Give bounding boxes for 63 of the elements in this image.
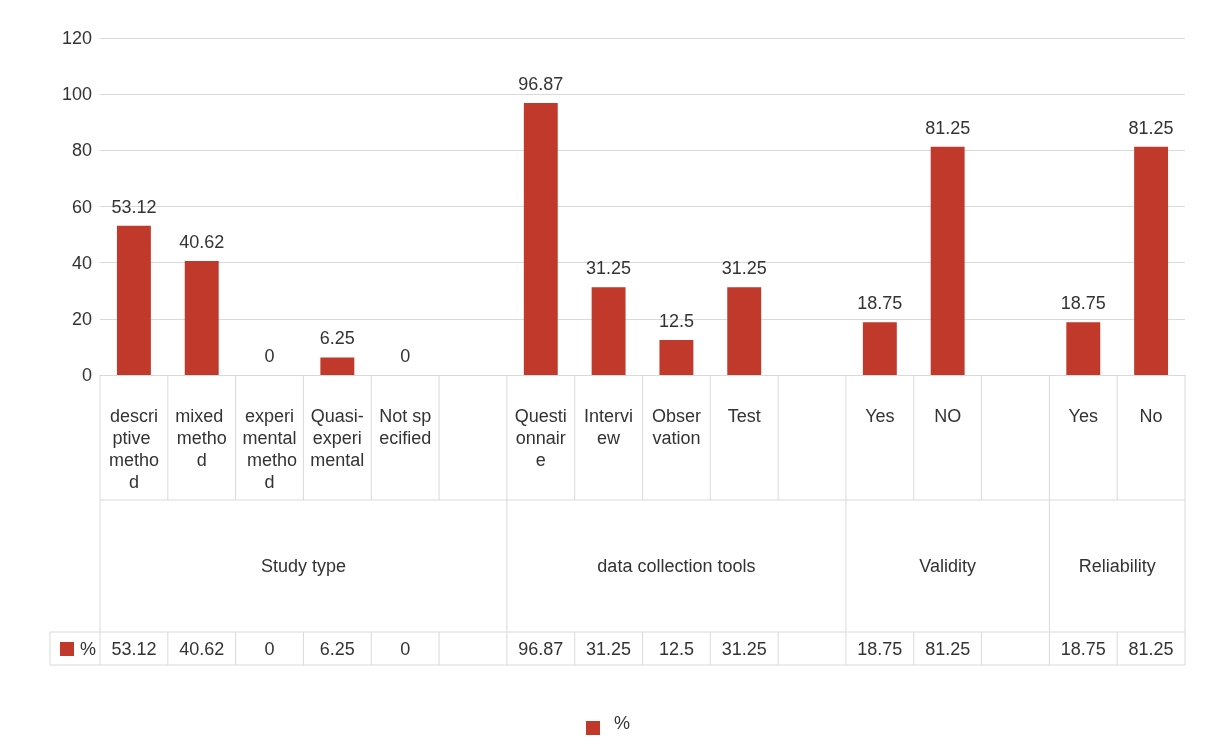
bar xyxy=(862,322,897,375)
data-label: 12.5 xyxy=(658,638,694,659)
y-tick-label: 60 xyxy=(71,196,92,217)
data-label: 6.25 xyxy=(319,638,355,659)
y-tick-label: 40 xyxy=(71,252,92,273)
text: 12.5 xyxy=(658,310,694,331)
x-tick-label: No xyxy=(1139,406,1163,426)
text: Study type xyxy=(260,556,346,576)
bar xyxy=(591,287,626,375)
text: 18.75 xyxy=(1060,293,1106,314)
bar xyxy=(930,146,965,375)
bar xyxy=(184,260,219,375)
text: % xyxy=(614,713,631,733)
data-label: 96.87 xyxy=(518,638,564,659)
x-tick-label: Test xyxy=(727,406,761,426)
bar xyxy=(523,102,558,375)
y-tick-label: 120 xyxy=(61,28,92,48)
x-tick-label: Quasi-experimental xyxy=(310,406,365,470)
text: 96.87 xyxy=(518,73,564,94)
bar xyxy=(320,357,355,375)
data-label: 0 xyxy=(264,638,275,659)
text: Reliability xyxy=(1078,556,1156,576)
x-tick-label: Yes xyxy=(865,406,895,426)
data-label: 31.25 xyxy=(586,638,632,659)
text: 31.25 xyxy=(586,258,632,279)
bar xyxy=(727,287,762,375)
bar xyxy=(659,339,694,375)
data-label: 81.25 xyxy=(925,638,971,659)
data-label: 31.25 xyxy=(721,638,767,659)
x-tick-label: Not specified xyxy=(379,406,432,448)
y-tick-label: 0 xyxy=(81,365,92,385)
x-tick-label: Observation xyxy=(651,406,701,448)
bar xyxy=(1134,146,1169,375)
y-tick-label: 20 xyxy=(71,308,92,329)
y-tick-label: 80 xyxy=(71,140,92,161)
text: data collection tools xyxy=(597,556,756,576)
data-label: 0 xyxy=(400,638,411,659)
text: Validity xyxy=(919,556,977,576)
y-tick-label: 100 xyxy=(61,84,92,105)
data-label: 40.62 xyxy=(179,638,225,659)
data-label: 53.12 xyxy=(111,638,157,659)
text: 0 xyxy=(264,346,275,366)
legend-label: % xyxy=(80,638,97,659)
text: 81.25 xyxy=(925,117,971,138)
bar xyxy=(1066,322,1101,375)
text: 81.25 xyxy=(1128,117,1174,138)
text: 6.25 xyxy=(319,328,355,349)
x-tick-label: NO xyxy=(934,406,962,426)
data-label: 18.75 xyxy=(857,638,903,659)
x-tick-label: Yes xyxy=(1068,406,1098,426)
bar xyxy=(116,225,151,375)
x-tick-label: experimental method xyxy=(242,406,298,492)
x-tick-label: Interview xyxy=(584,406,634,448)
text: 0 xyxy=(400,346,411,366)
text: 53.12 xyxy=(111,196,157,217)
text: 18.75 xyxy=(857,293,903,314)
x-tick-label: descriptive method xyxy=(108,406,159,492)
x-tick-label: mixed method xyxy=(175,406,229,470)
x-tick-label: Questionnaire xyxy=(514,406,567,470)
text: 40.62 xyxy=(179,231,225,252)
data-label: 81.25 xyxy=(1128,638,1174,659)
text: 31.25 xyxy=(721,258,767,279)
data-label: 18.75 xyxy=(1060,638,1106,659)
